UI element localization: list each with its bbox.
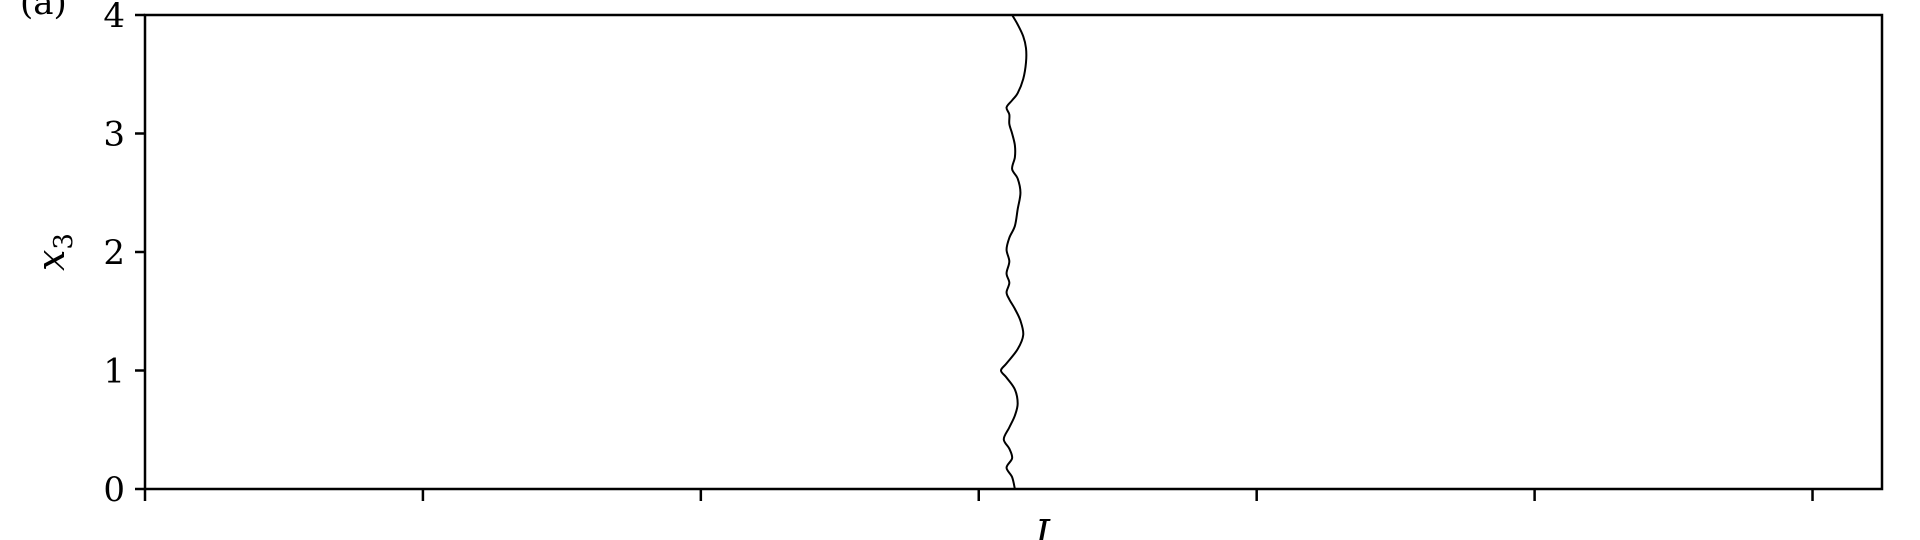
x-axis-label-extra: L (1034, 512, 1060, 540)
interface-line (1001, 15, 1026, 489)
y-tick-label: 3 (103, 115, 125, 155)
y-axis-ticks: 0 1 2 3 4 (103, 0, 145, 510)
y-tick-label: 2 (103, 233, 125, 273)
y-axis-label: x3 (29, 233, 79, 271)
x-axis-label: x (920, 525, 941, 540)
panel-label: (a) (20, 0, 67, 23)
y-tick-label: 1 (103, 352, 125, 392)
x-axis-ticks (145, 489, 1813, 501)
y-tick-label: 4 (103, 0, 125, 36)
y-tick-label: 0 (103, 470, 125, 510)
